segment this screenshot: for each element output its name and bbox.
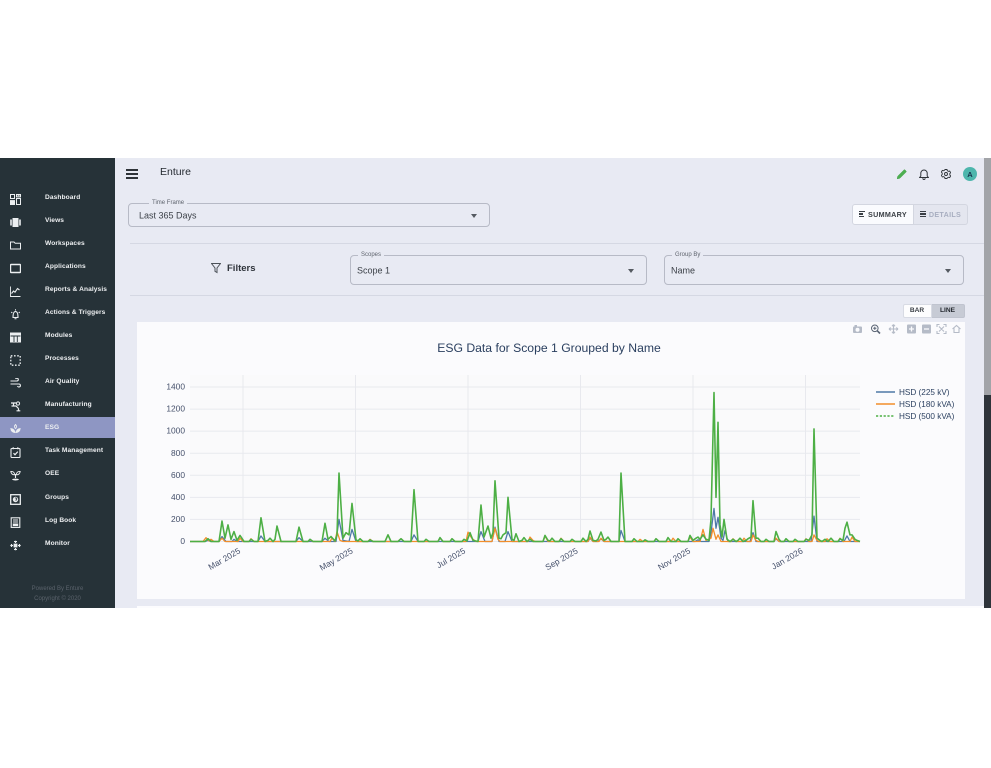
svg-text:HSD (500 kVA): HSD (500 kVA): [899, 412, 955, 421]
svg-text:1200: 1200: [166, 404, 185, 414]
svg-text:200: 200: [171, 514, 185, 524]
svg-text:ESG Data for Scope 1 Grouped b: ESG Data for Scope 1 Grouped by Name: [437, 341, 661, 355]
svg-text:HSD (225 kV): HSD (225 kV): [899, 388, 950, 397]
svg-text:600: 600: [171, 470, 185, 480]
svg-text:HSD (180 kVA): HSD (180 kVA): [899, 400, 955, 409]
svg-text:800: 800: [171, 448, 185, 458]
svg-text:0: 0: [180, 536, 185, 546]
svg-text:1400: 1400: [166, 382, 185, 392]
svg-text:400: 400: [171, 492, 185, 502]
svg-text:1000: 1000: [166, 426, 185, 436]
